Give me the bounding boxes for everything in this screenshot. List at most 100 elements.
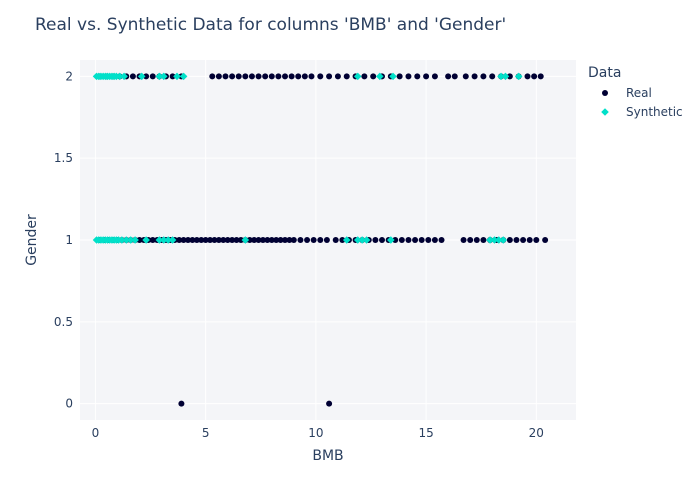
y-axis-title: Gender (24, 214, 40, 266)
real-point (248, 73, 255, 80)
synthetic-point (387, 236, 395, 244)
real-point (215, 73, 222, 80)
real-point (275, 73, 282, 80)
synthetic-point (120, 72, 128, 81)
real-point (268, 73, 275, 80)
synthetic-point (514, 72, 523, 81)
synthetic-point (118, 236, 126, 244)
legend-title: Data (588, 65, 621, 81)
y-tick-label: 0 (65, 397, 73, 411)
real-point (460, 237, 467, 243)
real-point (506, 237, 513, 243)
synthetic-point (159, 236, 168, 244)
y-tick-label: 0.5 (54, 315, 73, 329)
real-point (339, 237, 346, 243)
real-point (290, 237, 297, 243)
real-point (392, 237, 399, 243)
real-point (524, 73, 531, 80)
synthetic-point (126, 236, 135, 244)
x-tick-label: 20 (529, 426, 544, 440)
synthetic-point (142, 236, 150, 244)
real-point (308, 73, 315, 80)
real-point (224, 237, 231, 243)
real-point (246, 237, 253, 243)
synthetic-point (155, 236, 164, 244)
synthetic-point (159, 72, 168, 81)
synthetic-point (490, 236, 499, 244)
real-point (467, 237, 474, 243)
legend-item-synthetic[interactable]: Synthetic (601, 105, 683, 119)
real-point (438, 237, 445, 243)
real-point (286, 237, 293, 243)
real-point (526, 237, 533, 243)
real-point (264, 237, 271, 243)
legend-item-real[interactable]: Real (602, 86, 652, 100)
real-point (229, 73, 236, 80)
legend-label: Real (626, 86, 652, 100)
real-point (489, 73, 496, 80)
x-tick-label: 5 (202, 426, 210, 440)
real-point (288, 73, 295, 80)
real-point (176, 237, 183, 243)
synthetic-point (497, 72, 505, 81)
real-point (396, 73, 403, 80)
real-point (520, 237, 527, 243)
synthetic-point (342, 236, 351, 244)
chart-title: Real vs. Synthetic Data for columns 'BMB… (35, 15, 506, 35)
real-point (537, 73, 544, 80)
synthetic-point (179, 72, 188, 81)
real-point (372, 237, 379, 243)
real-point (343, 73, 350, 80)
real-point (268, 237, 275, 243)
real-point (462, 73, 469, 80)
real-point (310, 237, 317, 243)
real-point (207, 237, 214, 243)
synthetic-point (155, 72, 164, 81)
real-point (317, 237, 324, 243)
real-point (233, 237, 240, 243)
real-point (149, 237, 156, 243)
legend[interactable]: Data Real Synthetic (588, 65, 683, 119)
real-point (398, 237, 405, 243)
series-synthetic (92, 72, 523, 244)
real-point (301, 73, 308, 80)
real-point (533, 237, 540, 243)
synthetic-point (122, 236, 131, 244)
real-point (242, 73, 249, 80)
synthetic-point (486, 236, 494, 244)
real-point (379, 237, 386, 243)
real-point (259, 237, 266, 243)
real-point (423, 73, 430, 80)
y-tick-label: 2 (65, 69, 73, 83)
legend-marker-synthetic (601, 108, 609, 116)
real-point (431, 73, 438, 80)
real-point (361, 73, 368, 80)
synthetic-point (241, 236, 250, 244)
real-point (235, 73, 242, 80)
synthetic-point (164, 236, 172, 244)
synthetic-point (131, 236, 139, 244)
synthetic-point (168, 236, 177, 244)
real-point (211, 237, 218, 243)
synthetic-point (115, 72, 124, 81)
real-point (295, 73, 302, 80)
real-point (412, 237, 419, 243)
real-point (297, 237, 304, 243)
real-point (542, 237, 549, 243)
real-point (317, 73, 324, 80)
real-point (178, 400, 185, 407)
real-point (209, 73, 216, 80)
real-point (255, 237, 262, 243)
y-tick-label: 1 (65, 233, 73, 247)
y-tick-label: 1.5 (54, 151, 73, 165)
synthetic-point (389, 72, 397, 81)
synthetic-point (353, 72, 362, 81)
real-point (431, 237, 438, 243)
real-point (169, 73, 176, 80)
legend-marker-real (602, 90, 608, 96)
real-point (418, 237, 425, 243)
x-tick-label: 0 (92, 426, 100, 440)
real-point (506, 73, 513, 80)
